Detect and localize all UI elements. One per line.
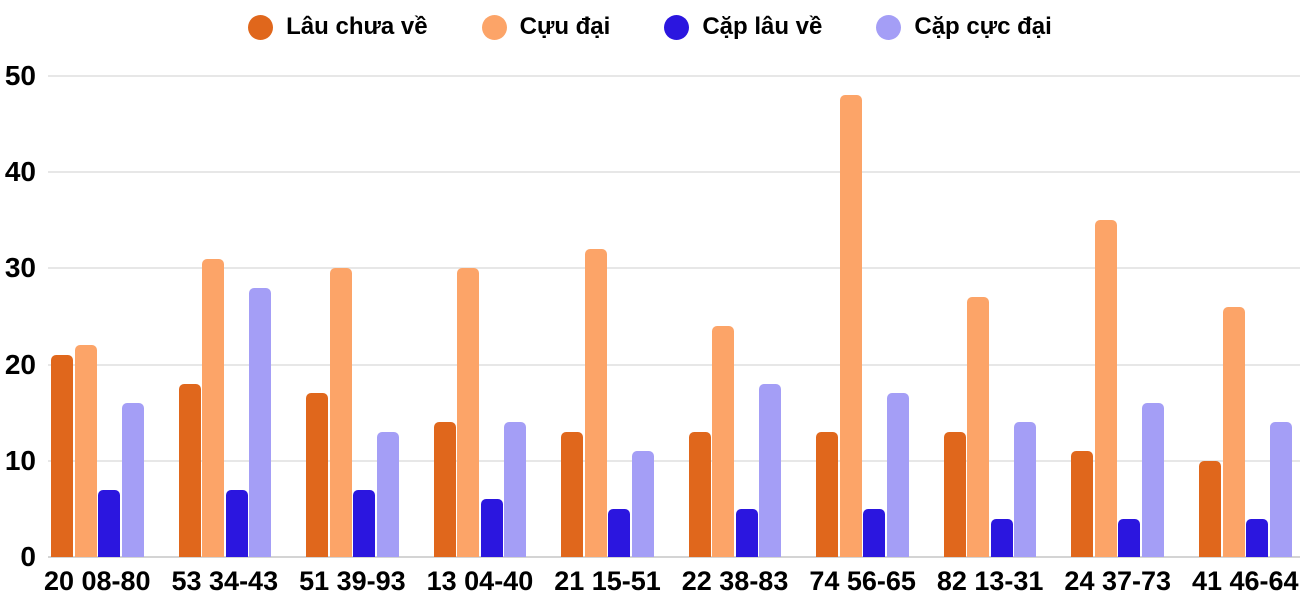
y-axis-tick-label-0: 0 — [20, 541, 36, 572]
bar-series-3-cat-7[interactable] — [1014, 422, 1037, 557]
chart-legend: Lâu chưa về Cựu đại Cặp lâu về Cặp cực đại — [0, 6, 1300, 48]
x-axis-line — [48, 556, 1300, 558]
bar-series-2-cat-0[interactable] — [98, 489, 120, 557]
gridline-10 — [48, 459, 1300, 462]
x-axis-category-label-2: 51 39-93 — [299, 566, 406, 596]
x-axis-category-label-6: 74 56-65 — [809, 566, 916, 596]
bar-series-3-cat-2[interactable] — [376, 431, 399, 557]
x-axis-category-label-3: 13 04-40 — [426, 566, 534, 596]
bar-series-3-cat-8[interactable] — [1141, 403, 1164, 557]
bar-series-3-cat-6[interactable] — [886, 393, 909, 557]
gridline-40 — [48, 171, 1300, 174]
bar-series-0-cat-4[interactable] — [561, 431, 584, 557]
bar-series-3-cat-1[interactable] — [249, 287, 272, 557]
bar-series-2-cat-7[interactable] — [990, 518, 1013, 557]
bar-series-0-cat-3[interactable] — [433, 422, 456, 557]
y-axis-tick-label-20: 20 — [4, 348, 36, 380]
y-axis-tick-label-30: 30 — [4, 252, 36, 284]
legend-label: Cựu đại — [519, 13, 611, 40]
legend-label: Cặp lâu về — [702, 13, 823, 40]
x-axis-category-label-5: 22 38-83 — [681, 566, 789, 596]
x-axis-category-label-8: 24 37-73 — [1064, 566, 1172, 596]
bar-series-1-cat-4[interactable] — [584, 249, 607, 557]
bar-series-1-cat-0[interactable] — [74, 345, 97, 557]
bar-series-0-cat-1[interactable] — [178, 383, 201, 557]
bar-series-3-cat-3[interactable] — [504, 422, 527, 557]
bar-series-2-cat-8[interactable] — [1118, 518, 1141, 557]
bar-series-0-cat-6[interactable] — [816, 431, 839, 557]
bar-series-1-cat-7[interactable] — [967, 297, 990, 557]
legend-item-0[interactable]: Lâu chưa về — [248, 13, 428, 41]
legend-swatch-circle-icon — [876, 14, 902, 40]
x-axis-category-label-1: 53 34-43 — [171, 566, 279, 596]
bar-series-1-cat-8[interactable] — [1094, 220, 1117, 557]
bar-series-2-cat-1[interactable] — [225, 489, 248, 557]
bar-series-0-cat-7[interactable] — [943, 431, 966, 557]
legend-item-1[interactable]: Cựu đại — [481, 13, 611, 41]
bar-series-0-cat-0[interactable] — [51, 354, 73, 557]
bar-series-0-cat-2[interactable] — [306, 393, 329, 557]
bar-series-1-cat-6[interactable] — [839, 95, 862, 557]
gridline-50 — [48, 75, 1300, 77]
gridline-30 — [48, 267, 1300, 270]
bar-series-2-cat-4[interactable] — [608, 508, 631, 557]
legend-label: Lâu chưa về — [286, 13, 428, 40]
bar-series-1-cat-2[interactable] — [329, 268, 352, 557]
bar-series-1-cat-5[interactable] — [712, 326, 735, 557]
x-axis-category-label-0: 20 08-80 — [43, 566, 151, 596]
x-axis-category-label-9: 41 46-64 — [1191, 566, 1299, 596]
bar-series-3-cat-4[interactable] — [631, 451, 654, 557]
bar-series-2-cat-5[interactable] — [735, 508, 758, 557]
bar-series-1-cat-3[interactable] — [457, 268, 480, 557]
bar-series-1-cat-9[interactable] — [1222, 306, 1245, 557]
bar-series-2-cat-9[interactable] — [1246, 518, 1269, 557]
bar-series-0-cat-8[interactable] — [1071, 451, 1094, 557]
bar-series-3-cat-5[interactable] — [759, 383, 782, 557]
legend-swatch-circle-icon — [664, 14, 690, 40]
x-axis-category-label-4: 21 15-51 — [554, 566, 661, 596]
legend-item-3[interactable]: Cặp cực đại — [876, 13, 1052, 41]
legend-swatch-circle-icon — [248, 14, 274, 40]
bar-series-1-cat-1[interactable] — [202, 258, 225, 557]
y-axis-tick-label-10: 10 — [4, 444, 36, 476]
y-axis-tick-label-50: 50 — [4, 60, 36, 91]
bar-series-2-cat-2[interactable] — [353, 489, 376, 557]
bar-series-2-cat-3[interactable] — [480, 499, 503, 557]
legend-swatch-circle-icon — [481, 14, 507, 40]
bar-series-2-cat-6[interactable] — [863, 508, 886, 557]
bar-series-0-cat-9[interactable] — [1199, 460, 1222, 557]
legend-item-2[interactable]: Cặp lâu về — [664, 13, 822, 41]
y-axis-tick-label-40: 40 — [4, 156, 36, 188]
bar-series-3-cat-0[interactable] — [121, 403, 144, 557]
legend-label: Cặp cực đại — [914, 13, 1052, 40]
gridline-20 — [48, 363, 1300, 366]
bar-series-3-cat-9[interactable] — [1269, 422, 1292, 557]
x-axis-category-label-7: 82 13-31 — [936, 566, 1044, 596]
bar-series-0-cat-5[interactable] — [688, 431, 711, 557]
